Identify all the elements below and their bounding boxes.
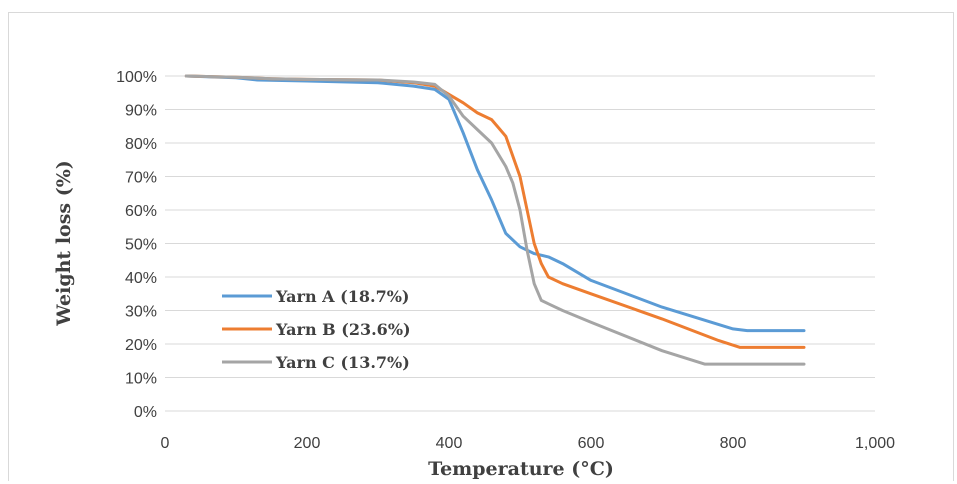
x-tick-label: 400 — [436, 435, 463, 452]
y-tick-label: 30% — [125, 304, 157, 321]
x-tick-labels: 0 200 400 600 800 1,000 — [161, 435, 896, 452]
gridlines — [165, 75, 875, 412]
chart-frame — [8, 12, 954, 481]
y-tick-label: 80% — [125, 136, 157, 153]
x-tick-label: 200 — [294, 435, 321, 452]
legend: Yarn A (18.7%) Yarn B (23.6%) Yarn C (13.7… — [222, 287, 411, 372]
x-axis-title: Temperature (°C) — [428, 458, 614, 480]
legend-label: Yarn B (23.6%) — [275, 320, 411, 339]
y-tick-label: 50% — [125, 237, 157, 254]
y-tick-label: 100% — [116, 69, 157, 86]
x-tick-label: 1,000 — [855, 435, 895, 452]
x-tick-label: 800 — [720, 435, 747, 452]
y-tick-label: 10% — [125, 371, 157, 388]
y-tick-labels: 0% 10% 20% 30% 40% 50% 60% 70% 80% 90% 100% — [116, 69, 157, 421]
y-axis-title: Weight loss (%) — [53, 160, 75, 327]
series-line-1 — [184, 74, 806, 333]
y-tick-label: 90% — [125, 103, 157, 120]
series-lines — [184, 74, 806, 366]
x-tick-label: 600 — [578, 435, 605, 452]
y-tick-label: 60% — [125, 203, 157, 220]
y-tick-label: 0% — [134, 404, 157, 421]
series-line-3 — [184, 74, 806, 366]
y-tick-label: 70% — [125, 170, 157, 187]
x-tick-label: 0 — [161, 435, 170, 452]
legend-label: Yarn C (13.7%) — [275, 353, 410, 372]
legend-label: Yarn A (18.7%) — [275, 287, 409, 306]
y-tick-label: 20% — [125, 337, 157, 354]
y-tick-label: 40% — [125, 270, 157, 287]
